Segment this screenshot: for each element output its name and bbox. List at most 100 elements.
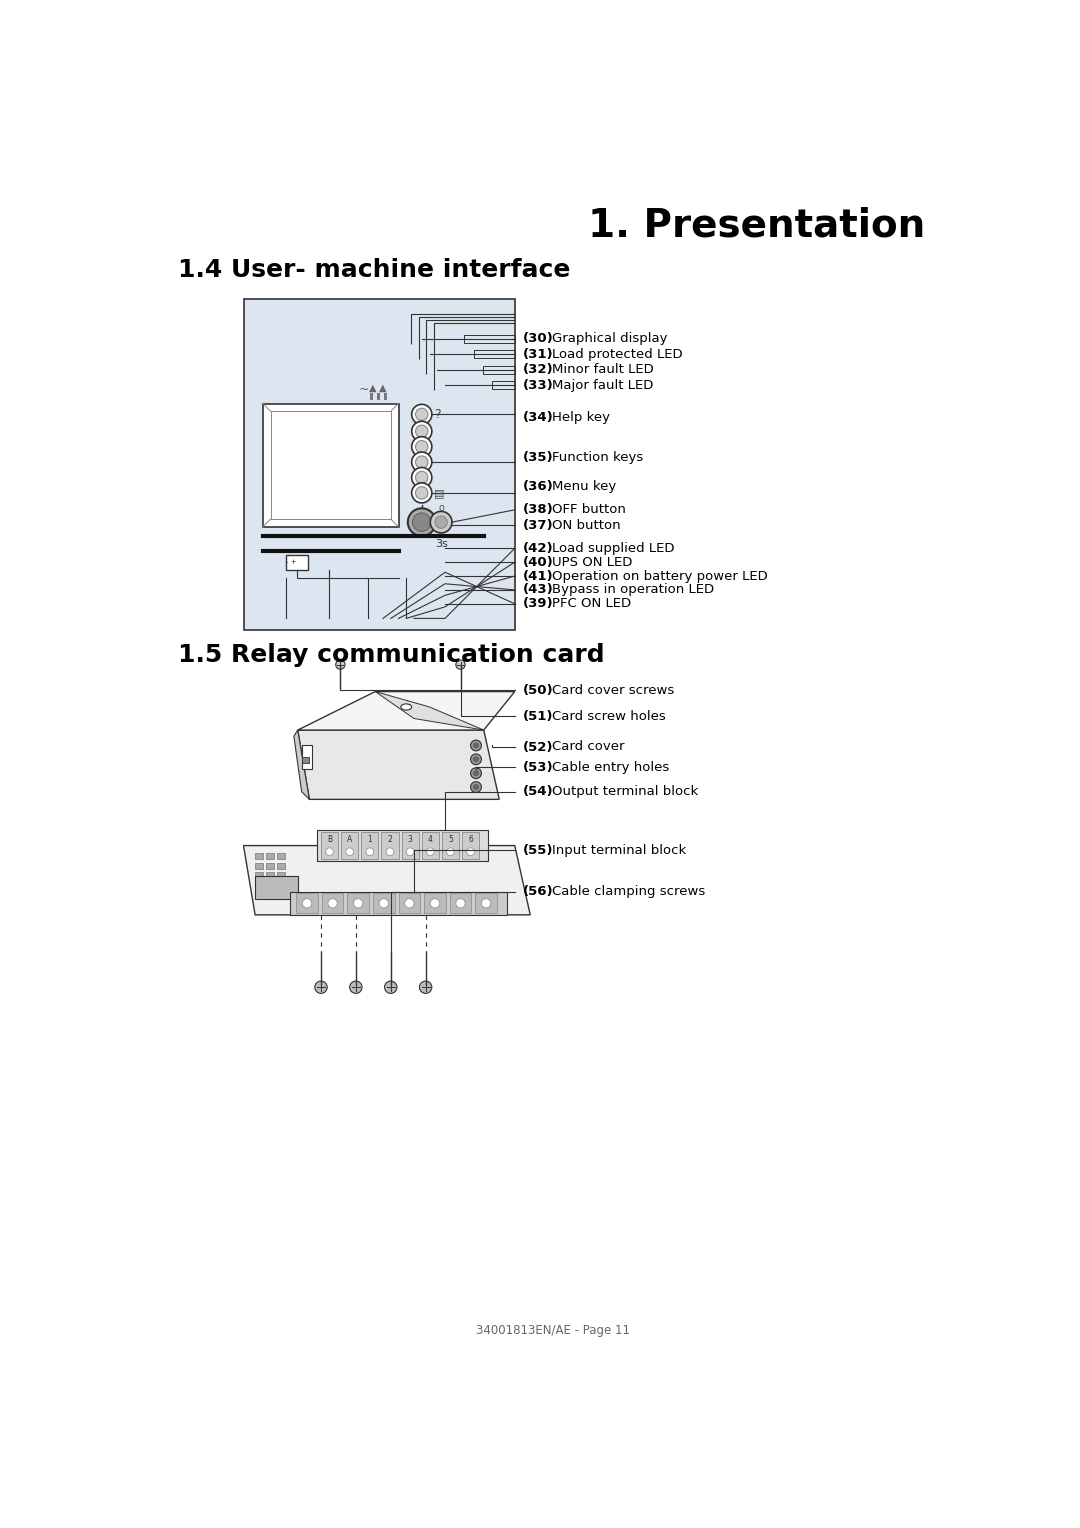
Bar — [255, 853, 262, 859]
Text: B: B — [327, 834, 332, 843]
Text: 1.4 User- machine interface: 1.4 User- machine interface — [177, 258, 570, 281]
Circle shape — [411, 468, 432, 487]
Circle shape — [413, 513, 431, 532]
Text: (50): (50) — [523, 683, 553, 697]
Text: Menu key: Menu key — [552, 480, 617, 494]
Circle shape — [446, 848, 455, 856]
Text: Bypass in operation LED: Bypass in operation LED — [552, 584, 714, 596]
Circle shape — [379, 898, 389, 908]
Circle shape — [416, 440, 428, 452]
Text: Load protected LED: Load protected LED — [552, 348, 683, 361]
Text: Minor fault LED: Minor fault LED — [552, 364, 653, 376]
Circle shape — [366, 848, 374, 856]
Text: 1.5 Relay communication card: 1.5 Relay communication card — [177, 643, 604, 666]
Bar — [369, 393, 373, 400]
Text: 1. Presentation: 1. Presentation — [589, 206, 926, 244]
Circle shape — [430, 898, 440, 908]
Text: 1: 1 — [367, 834, 373, 843]
Bar — [377, 393, 380, 400]
Bar — [322, 894, 343, 914]
Bar — [255, 877, 298, 900]
Bar — [276, 853, 284, 859]
Bar — [483, 365, 515, 373]
Bar — [399, 894, 420, 914]
Bar — [474, 350, 515, 358]
Text: Card screw holes: Card screw holes — [552, 709, 665, 723]
Circle shape — [473, 743, 480, 749]
Text: (56): (56) — [523, 885, 553, 898]
Text: OFF button: OFF button — [552, 503, 625, 516]
Polygon shape — [301, 746, 312, 769]
Text: Graphical display: Graphical display — [552, 333, 667, 345]
Circle shape — [411, 437, 432, 457]
Circle shape — [350, 981, 362, 993]
Circle shape — [430, 512, 451, 533]
Text: 4: 4 — [428, 834, 433, 843]
Circle shape — [387, 848, 394, 856]
Circle shape — [405, 898, 414, 908]
Text: (39): (39) — [523, 597, 553, 610]
Text: ▲: ▲ — [378, 382, 386, 393]
Circle shape — [416, 487, 428, 500]
Bar — [318, 830, 488, 860]
Text: A: A — [347, 834, 352, 843]
Text: Card cover: Card cover — [552, 741, 624, 753]
Circle shape — [411, 422, 432, 442]
Bar — [266, 872, 273, 879]
Text: UPS ON LED: UPS ON LED — [552, 556, 632, 568]
Bar — [286, 555, 308, 570]
Text: ▲: ▲ — [369, 382, 377, 393]
Circle shape — [346, 848, 353, 856]
Bar — [262, 403, 399, 527]
Text: (37): (37) — [523, 518, 553, 532]
Text: 5: 5 — [448, 834, 453, 843]
Circle shape — [435, 516, 447, 529]
Bar — [255, 872, 262, 879]
Bar — [402, 831, 419, 859]
Bar — [276, 862, 284, 868]
Polygon shape — [294, 730, 309, 799]
Bar — [341, 831, 359, 859]
Bar — [266, 853, 273, 859]
Circle shape — [384, 981, 397, 993]
Bar — [424, 894, 446, 914]
Circle shape — [473, 756, 480, 762]
Bar — [296, 894, 318, 914]
Circle shape — [416, 455, 428, 468]
Text: (36): (36) — [523, 480, 553, 494]
Text: (33): (33) — [523, 379, 553, 391]
Text: o: o — [438, 503, 444, 513]
Bar — [321, 831, 338, 859]
Text: (53): (53) — [523, 761, 553, 773]
Text: (32): (32) — [523, 364, 553, 376]
Bar — [243, 299, 515, 630]
Circle shape — [456, 660, 465, 669]
Bar — [348, 894, 369, 914]
Polygon shape — [375, 692, 484, 730]
Text: 34001813EN/AE - Page 11: 34001813EN/AE - Page 11 — [476, 1325, 631, 1337]
Text: Card cover screws: Card cover screws — [552, 683, 674, 697]
Text: (41): (41) — [523, 570, 553, 582]
Text: (43): (43) — [523, 584, 553, 596]
Circle shape — [353, 898, 363, 908]
Text: (34): (34) — [523, 411, 553, 423]
Text: Input terminal block: Input terminal block — [552, 843, 686, 857]
Circle shape — [408, 509, 435, 536]
Bar — [449, 894, 471, 914]
Bar — [475, 894, 497, 914]
Text: Operation on battery power LED: Operation on battery power LED — [552, 570, 768, 582]
Circle shape — [427, 848, 434, 856]
Polygon shape — [243, 845, 530, 915]
Text: - +: - + — [286, 559, 297, 565]
Circle shape — [302, 898, 312, 908]
Circle shape — [471, 753, 482, 764]
Bar — [464, 335, 515, 342]
Bar — [362, 831, 378, 859]
Bar — [301, 756, 309, 762]
Bar — [266, 862, 273, 868]
Text: Major fault LED: Major fault LED — [552, 379, 653, 391]
Bar — [492, 382, 515, 390]
Circle shape — [416, 471, 428, 484]
Text: (30): (30) — [523, 333, 553, 345]
Circle shape — [419, 981, 432, 993]
